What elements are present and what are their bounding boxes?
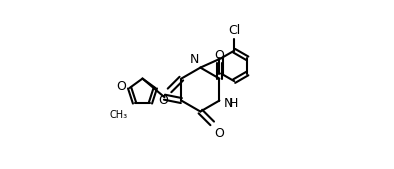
- Text: N: N: [189, 53, 199, 66]
- Text: O: O: [214, 127, 224, 140]
- Text: Cl: Cl: [228, 24, 240, 37]
- Text: H: H: [229, 98, 238, 110]
- Text: CH₃: CH₃: [110, 110, 128, 120]
- Text: O: O: [214, 49, 224, 62]
- Text: O: O: [158, 94, 168, 107]
- Text: N: N: [224, 98, 233, 110]
- Text: O: O: [116, 80, 126, 93]
